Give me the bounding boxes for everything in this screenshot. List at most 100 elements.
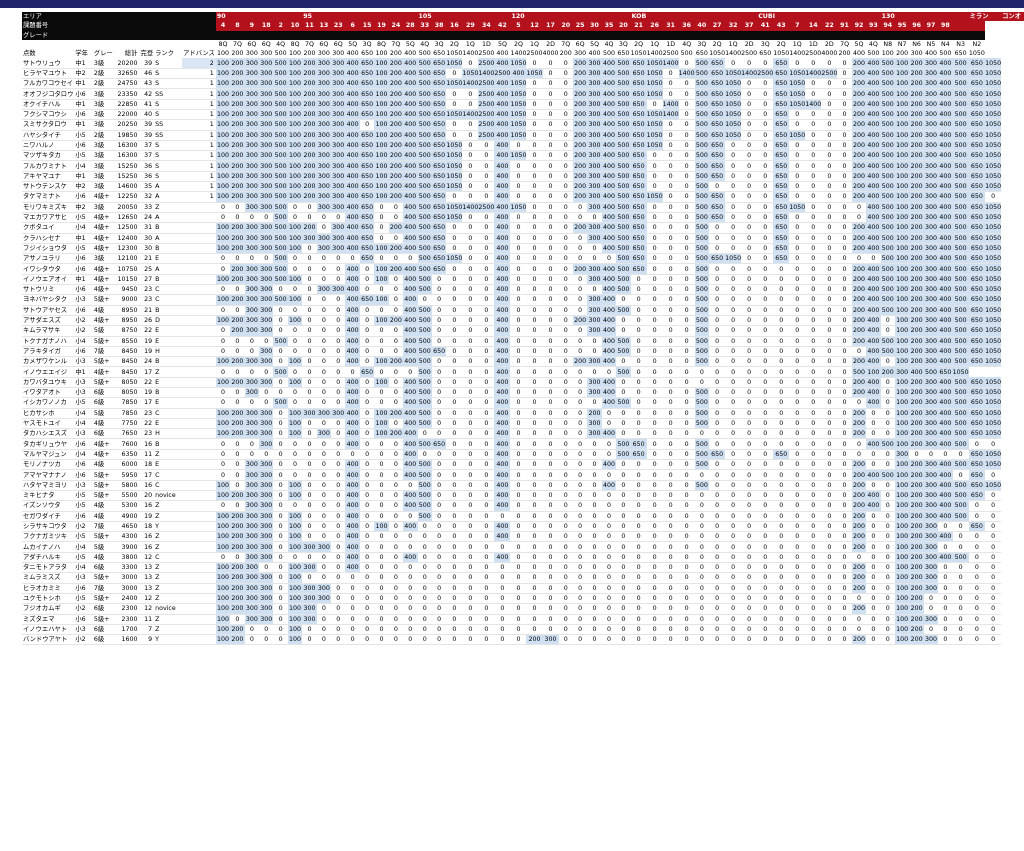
score-cell[interactable]: 0 bbox=[215, 212, 231, 224]
score-cell[interactable]: 500 bbox=[923, 366, 939, 378]
score-cell[interactable]: 100 bbox=[894, 634, 910, 646]
score-cell[interactable]: 0 bbox=[725, 614, 742, 625]
rank-cell[interactable]: Z bbox=[154, 449, 183, 461]
score-cell[interactable]: 0 bbox=[526, 531, 543, 543]
score-cell[interactable]: 0 bbox=[630, 480, 647, 491]
score-cell[interactable]: 0 bbox=[821, 233, 838, 244]
score-cell[interactable]: 0 bbox=[662, 408, 679, 419]
score-cell[interactable]: 0 bbox=[388, 562, 404, 574]
score-cell[interactable]: 0 bbox=[494, 634, 511, 646]
grade-name-cell[interactable]: 1D bbox=[481, 41, 491, 49]
player-name-cell[interactable]: カメザワケンル bbox=[22, 356, 75, 368]
total-score-cell[interactable]: 3300 bbox=[114, 562, 140, 574]
score-cell[interactable]: 0 bbox=[678, 552, 695, 564]
score-cell[interactable]: 100 bbox=[894, 294, 910, 306]
score-cell[interactable]: 200 bbox=[388, 356, 404, 368]
score-cell[interactable]: 0 bbox=[773, 634, 790, 646]
player-name-cell[interactable]: イシカワノノカ bbox=[22, 397, 75, 409]
advantage-cell[interactable]: 2 bbox=[182, 58, 216, 69]
score-cell[interactable]: 650 bbox=[359, 366, 375, 378]
score-cell[interactable]: 0 bbox=[542, 366, 559, 378]
score-cell[interactable]: 0 bbox=[646, 150, 663, 162]
score-cell[interactable]: 0 bbox=[302, 243, 317, 255]
score-cell[interactable]: 0 bbox=[741, 274, 758, 286]
score-cell[interactable]: 0 bbox=[478, 511, 495, 522]
score-cell[interactable]: 0 bbox=[388, 438, 404, 450]
score-cell[interactable]: 400 bbox=[345, 233, 360, 244]
grade-name-cell[interactable]: 5Q bbox=[590, 41, 600, 49]
score-cell[interactable]: 500 bbox=[417, 459, 432, 471]
grade-name-cell[interactable]: 2Q bbox=[634, 41, 644, 49]
score-cell[interactable]: 300 bbox=[923, 68, 939, 80]
score-cell[interactable]: 300 bbox=[259, 408, 274, 419]
score-cell[interactable]: 400 bbox=[938, 356, 953, 368]
score-cell[interactable]: 0 bbox=[630, 325, 647, 337]
score-cell[interactable]: 500 bbox=[694, 58, 710, 69]
score-cell[interactable]: 500 bbox=[417, 284, 432, 296]
score-cell[interactable]: 400 bbox=[494, 233, 511, 244]
score-cell[interactable]: 0 bbox=[709, 346, 726, 358]
score-cell[interactable]: 400 bbox=[866, 109, 881, 121]
rank-cell[interactable]: A bbox=[154, 263, 183, 275]
score-cell[interactable]: 200 bbox=[909, 233, 924, 244]
score-cell[interactable]: 0 bbox=[880, 552, 895, 564]
score-cell[interactable]: 1050 bbox=[985, 397, 1002, 409]
grade-cell[interactable]: 5級 bbox=[92, 408, 115, 419]
score-cell[interactable]: 0 bbox=[542, 325, 559, 337]
score-cell[interactable]: 0 bbox=[837, 78, 852, 90]
score-cell[interactable]: 650 bbox=[773, 449, 790, 461]
score-cell[interactable]: 0 bbox=[866, 552, 881, 564]
problem-number-cell[interactable]: 12 bbox=[526, 21, 543, 31]
score-cell[interactable]: 1050 bbox=[985, 88, 1002, 100]
score-cell[interactable]: 300 bbox=[923, 243, 939, 255]
score-cell[interactable]: 0 bbox=[273, 634, 288, 646]
score-cell[interactable]: 400 bbox=[494, 274, 511, 286]
score-cell[interactable]: 300 bbox=[244, 263, 260, 275]
score-cell[interactable]: 650 bbox=[773, 78, 790, 90]
score-cell[interactable]: 0 bbox=[403, 253, 418, 265]
score-cell[interactable]: 0 bbox=[478, 521, 495, 533]
score-cell[interactable]: 0 bbox=[725, 593, 742, 605]
score-cell[interactable]: 0 bbox=[805, 222, 822, 234]
score-cell[interactable]: 650 bbox=[968, 78, 986, 90]
score-cell[interactable]: 0 bbox=[773, 511, 790, 522]
score-cell[interactable]: 0 bbox=[725, 418, 742, 430]
total-score-cell[interactable]: 7750 bbox=[114, 418, 140, 430]
score-cell[interactable]: 400 bbox=[403, 387, 418, 399]
score-cell[interactable]: 0 bbox=[630, 469, 647, 481]
score-cell[interactable]: 0 bbox=[821, 119, 838, 131]
score-cell[interactable]: 500 bbox=[952, 119, 969, 131]
complete-count-cell[interactable]: 19 bbox=[139, 511, 155, 522]
score-cell[interactable]: 500 bbox=[880, 150, 895, 162]
score-cell[interactable]: 650 bbox=[773, 191, 790, 203]
score-cell[interactable]: 0 bbox=[542, 397, 559, 409]
score-cell[interactable]: 0 bbox=[694, 583, 710, 594]
score-cell[interactable]: 0 bbox=[837, 212, 852, 224]
score-cell[interactable]: 0 bbox=[230, 500, 245, 512]
score-cell[interactable]: 0 bbox=[646, 624, 663, 636]
score-cell[interactable]: 500 bbox=[273, 253, 288, 265]
score-cell[interactable]: 300 bbox=[923, 284, 939, 296]
score-cell[interactable]: 1050 bbox=[646, 68, 663, 80]
score-cell[interactable]: 0 bbox=[821, 99, 838, 110]
score-cell[interactable]: 0 bbox=[462, 541, 479, 553]
score-cell[interactable]: 300 bbox=[259, 593, 274, 605]
score-cell[interactable]: 0 bbox=[510, 222, 527, 234]
advantage-cell[interactable]: 1 bbox=[182, 150, 216, 162]
score-cell[interactable]: 0 bbox=[805, 315, 822, 327]
score-cell[interactable]: 0 bbox=[359, 593, 375, 605]
score-cell[interactable]: 200 bbox=[909, 315, 924, 327]
score-cell[interactable]: 0 bbox=[662, 346, 679, 358]
score-cell[interactable]: 100 bbox=[894, 438, 910, 450]
score-cell[interactable]: 0 bbox=[587, 511, 602, 522]
score-cell[interactable]: 400 bbox=[866, 150, 881, 162]
score-cell[interactable]: 300 bbox=[923, 263, 939, 275]
score-cell[interactable]: 200 bbox=[388, 243, 404, 255]
problem-number-cell[interactable]: 7 bbox=[789, 21, 806, 31]
score-cell[interactable]: 0 bbox=[215, 469, 231, 481]
advantage-cell[interactable] bbox=[182, 356, 216, 368]
score-cell[interactable]: 500 bbox=[417, 315, 432, 327]
score-cell[interactable]: 0 bbox=[866, 562, 881, 574]
grade-cell[interactable]: 3級 bbox=[92, 181, 115, 193]
score-cell[interactable]: 0 bbox=[558, 603, 573, 615]
